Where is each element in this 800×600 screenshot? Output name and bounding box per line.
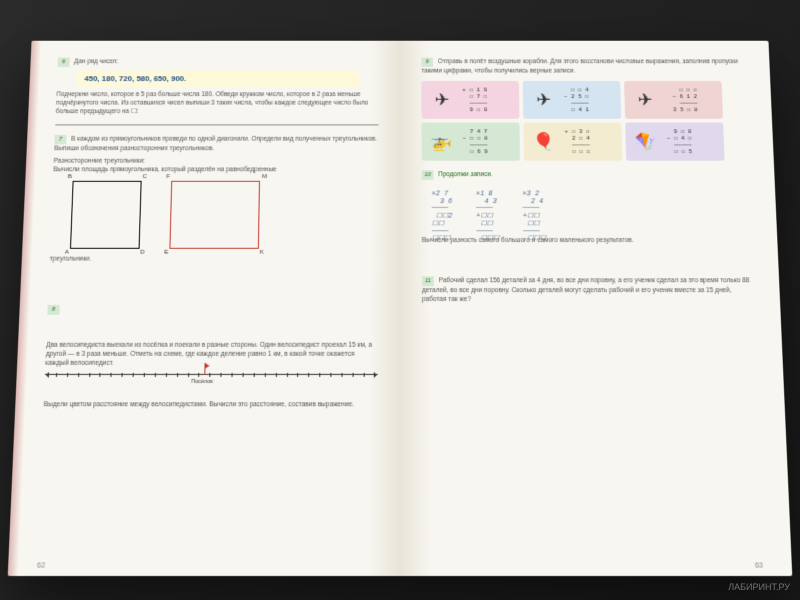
subtask: Вычисли площадь прямоугольника, который … <box>53 166 378 175</box>
number-line: Посёлок <box>44 374 378 394</box>
vehicle-icon: 🪁 <box>628 126 664 157</box>
task-6: 6 Дан ряд чисел: 450, 180, 720, 580, 650… <box>55 58 378 126</box>
number-sequence: 450, 180, 720, 580, 650, 900. <box>76 71 359 87</box>
problem-card: 🪁 9 ☐ 0 − ☐ 4 ☐ ───── ☐ ☐ 5 <box>625 123 724 161</box>
binding-edge <box>8 41 42 576</box>
answer-grid <box>42 413 378 442</box>
vehicle-icon: 🎈 <box>526 126 562 157</box>
problem-card: ✈ ☐ ☐ ☐ − 6 1 2 ───── 3 5 ☐ 8 <box>624 81 723 119</box>
arithmetic-problem: 7 4 7 − ☐ ☐ 8 ───── ☐ 6 9 <box>463 128 488 155</box>
task-number: 6 <box>58 58 70 67</box>
multiplication-problem: ×3 2 2 4 ──── +☐☐ ☐☐ ──── ☐☐☐ <box>522 192 546 244</box>
right-page: 9 Отправь в полёт воздушные корабли. Для… <box>400 41 792 576</box>
vertex-label: A <box>65 249 69 255</box>
rectangle-efmk: F M E K <box>169 180 260 248</box>
task-number: 10 <box>422 170 434 180</box>
answer-line <box>55 118 378 126</box>
vertex-label: E <box>164 249 168 255</box>
vertex-label: D <box>140 249 144 255</box>
answer-grid <box>48 267 378 295</box>
page-number: 63 <box>755 562 763 569</box>
task-number: 9 <box>421 58 433 67</box>
vertex-label: F <box>166 174 170 180</box>
arithmetic-problem: + ☐ 1 9 ☐ 7 ☐ ───── 9 ☐ 0 <box>462 86 487 113</box>
task-number: 8 <box>47 305 59 315</box>
flag-icon <box>205 363 206 375</box>
task-11: 11 Рабочий сделал 156 деталей за 4 дня, … <box>422 276 754 358</box>
page-number: 62 <box>37 562 45 569</box>
problem-card: ✈ ☐ ☐ 4 − 2 5 ☐ ───── ☐ 4 1 <box>523 81 621 119</box>
problem-card: 🚁 7 4 7 − ☐ ☐ 8 ───── ☐ 6 9 <box>422 123 520 161</box>
rectangle-abcd: B C A D <box>70 180 142 248</box>
watermark: ЛАБИРИНТ.РУ <box>728 582 790 592</box>
answer-grid <box>422 308 754 358</box>
task-body: Рабочий сделал 156 деталей за 4 дня, во … <box>422 277 750 303</box>
vertex-label: K <box>260 249 264 255</box>
geometry-figures: B C A D F M E K <box>70 180 378 248</box>
problem-card: ✈+ ☐ 1 9 ☐ 7 ☐ ───── 9 ☐ 0 <box>421 81 519 119</box>
answer-grid <box>46 319 377 337</box>
vertex-label: B <box>68 174 72 180</box>
task-number: 7 <box>54 135 66 145</box>
task-body: В каждом из прямоугольников проведи по о… <box>54 136 377 152</box>
task-footer: треугольники. <box>50 254 379 263</box>
task-8: 8 Два велосипедиста выехали из посёлка и… <box>42 305 378 442</box>
task-number: 11 <box>422 276 434 286</box>
arithmetic-problem: ☐ ☐ 4 − 2 5 ☐ ───── ☐ 4 1 <box>564 86 589 113</box>
arithmetic-problem: ☐ ☐ ☐ − 6 1 2 ───── 3 5 ☐ 8 <box>665 86 698 113</box>
problem-cards: ✈+ ☐ 1 9 ☐ 7 ☐ ───── 9 ☐ 0✈ ☐ ☐ 4 − 2 5 … <box>421 81 746 161</box>
multiplication-grid: ×2 7 3 6 ──── ☐☐2 ☐☐ ──── ☐☐☐×1 8 4 3 ──… <box>422 184 750 232</box>
vehicle-icon: 🚁 <box>424 126 459 157</box>
book-spread: 6 Дан ряд чисел: 450, 180, 720, 580, 650… <box>8 41 793 576</box>
vehicle-icon: ✈ <box>424 85 459 115</box>
multiplication-problem: ×2 7 3 6 ──── ☐☐2 ☐☐ ──── ☐☐☐ <box>432 192 453 244</box>
vertex-label: C <box>142 174 146 180</box>
task-9: 9 Отправь в полёт воздушные корабли. Для… <box>421 58 746 161</box>
arithmetic-problem: 9 ☐ 0 − ☐ 4 ☐ ───── ☐ ☐ 5 <box>667 128 693 155</box>
mult-problems: ×2 7 3 6 ──── ☐☐2 ☐☐ ──── ☐☐☐ ×1 8 4 3 ──… <box>432 192 547 244</box>
multiplication-problem: ×1 8 4 3 ──── +☐☐ ☐☐ ──── ☐☐☐ <box>476 192 499 244</box>
arithmetic-problem: + ☐ 3 ☐ 2 ☐ 4 ───── ☐ ☐ ☐ <box>565 128 590 155</box>
village-label: Посёлок <box>191 379 213 385</box>
left-page: 6 Дан ряд чисел: 450, 180, 720, 580, 650… <box>8 41 400 576</box>
task-body: Подчеркни число, которое в 5 раз больше … <box>56 90 379 116</box>
task-body: Отправь в полёт воздушные корабли. Для э… <box>421 58 738 74</box>
problem-card: 🎈+ ☐ 3 ☐ 2 ☐ 4 ───── ☐ ☐ ☐ <box>523 123 622 161</box>
task-intro: Дан ряд чисел: <box>74 58 118 65</box>
vertex-label: M <box>262 174 267 180</box>
task-7: 7 В каждом из прямоугольников проведи по… <box>48 135 378 295</box>
answer-grid <box>422 249 751 267</box>
vehicle-icon: ✈ <box>627 85 663 115</box>
task-footer: Выдели цветом расстояние между велосипед… <box>43 400 377 409</box>
subtask: Разносторонние треугольники: <box>54 157 379 166</box>
vehicle-icon: ✈ <box>526 85 562 115</box>
task-10: 10 Продолжи записи. ×2 7 3 6 ──── ☐☐2 ☐☐… <box>422 170 751 266</box>
task-title: Продолжи записи. <box>438 171 492 178</box>
